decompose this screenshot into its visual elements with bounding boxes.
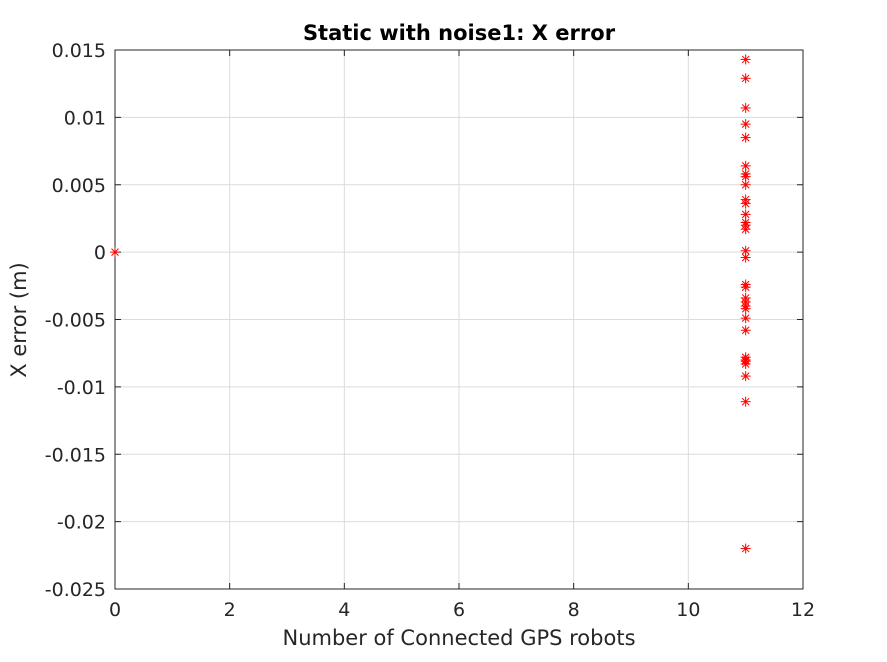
y-tick-label: -0.025 bbox=[45, 579, 106, 601]
data-point bbox=[740, 358, 751, 369]
y-tick-label: 0.01 bbox=[64, 107, 106, 129]
data-point bbox=[740, 160, 751, 171]
data-point bbox=[740, 313, 751, 324]
y-tick-label: 0 bbox=[94, 242, 106, 264]
data-point bbox=[740, 303, 751, 314]
data-point bbox=[740, 73, 751, 84]
data-point bbox=[740, 102, 751, 113]
data-point bbox=[740, 396, 751, 407]
data-points bbox=[110, 54, 751, 554]
data-point bbox=[740, 252, 751, 263]
y-tick-label: -0.01 bbox=[57, 377, 106, 399]
data-point bbox=[740, 325, 751, 336]
x-tick-label: 0 bbox=[109, 599, 121, 621]
data-point bbox=[740, 132, 751, 143]
data-point bbox=[740, 198, 751, 209]
x-tick-label: 10 bbox=[676, 599, 700, 621]
x-tick-label: 6 bbox=[453, 599, 465, 621]
y-tick-label: -0.02 bbox=[57, 512, 106, 534]
x-tick-label: 12 bbox=[791, 599, 815, 621]
y-axis-label: X error (m) bbox=[7, 262, 31, 377]
data-point bbox=[740, 54, 751, 65]
y-tick-label: -0.015 bbox=[45, 444, 106, 466]
ticks: 0 2 4 6 8 10 12 0.015 0.01 0.005 0 -0.005 -0.01 -0.01… bbox=[45, 40, 815, 621]
data-point bbox=[740, 224, 751, 235]
data-point bbox=[740, 119, 751, 130]
y-tick-label: 0.005 bbox=[52, 175, 106, 197]
x-tick-label: 8 bbox=[568, 599, 580, 621]
data-point bbox=[740, 543, 751, 554]
chart-title: Static with noise1: X error bbox=[303, 21, 616, 45]
y-tick-label: 0.015 bbox=[52, 40, 106, 62]
data-point bbox=[110, 247, 120, 258]
data-point bbox=[740, 282, 751, 293]
x-tick-label: 4 bbox=[338, 599, 350, 621]
x-axis-label: Number of Connected GPS robots bbox=[282, 626, 635, 650]
data-point bbox=[740, 371, 751, 382]
data-point bbox=[740, 179, 751, 190]
x-tick-label: 2 bbox=[224, 599, 236, 621]
y-tick-label: -0.005 bbox=[45, 310, 106, 332]
